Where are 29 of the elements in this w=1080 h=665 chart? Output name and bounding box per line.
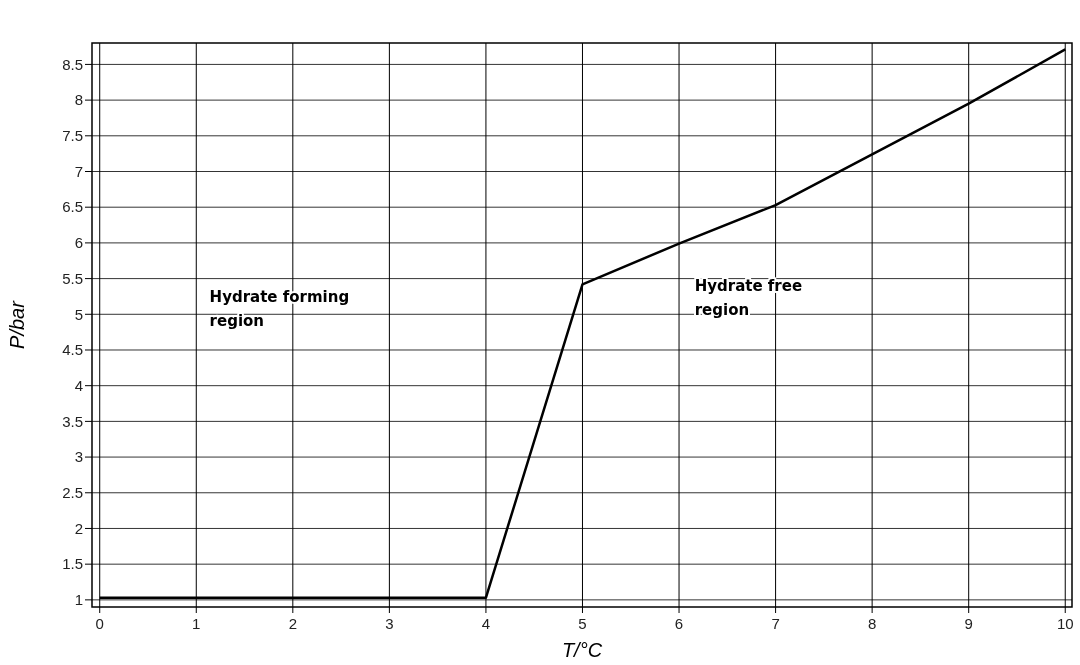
y-tick-label: 4 <box>74 376 83 394</box>
x-tick-label: 0 <box>95 615 104 632</box>
x-tick-label: 5 <box>578 615 587 632</box>
x-tick-label: 9 <box>964 615 973 632</box>
y-tick-label: 6 <box>74 234 83 252</box>
y-tick-label: 7.5 <box>62 127 83 145</box>
y-axis-title: P/bar <box>6 299 28 349</box>
y-tick-label: 5 <box>74 305 83 323</box>
x-tick-label: 2 <box>288 615 297 632</box>
x-tick-label: 6 <box>674 615 684 632</box>
x-tick-label: 1 <box>192 615 201 632</box>
x-tick-label: 10 <box>1056 615 1074 632</box>
y-tick-label: 3.5 <box>62 412 83 430</box>
y-tick-label: 3 <box>74 448 83 466</box>
y-tick-label: 4.5 <box>62 341 83 359</box>
x-tick-label: 4 <box>481 615 491 632</box>
y-tick-label: 8.5 <box>62 55 83 73</box>
y-tick-label: 6.5 <box>62 198 83 216</box>
x-axis-title: T/°C <box>561 639 603 661</box>
x-tick-label: 7 <box>771 615 780 632</box>
y-tick-label: 1 <box>74 591 83 609</box>
y-tick-label: 5.5 <box>62 269 83 287</box>
y-tick-label: 1.5 <box>62 555 83 573</box>
y-tick-label: 2.5 <box>62 484 83 502</box>
x-tick-label: 8 <box>867 615 877 632</box>
x-tick-label: 3 <box>385 615 394 632</box>
y-tick-label: 8 <box>74 91 83 109</box>
y-tick-label: 2 <box>74 519 83 537</box>
y-tick-label: 7 <box>74 162 83 180</box>
